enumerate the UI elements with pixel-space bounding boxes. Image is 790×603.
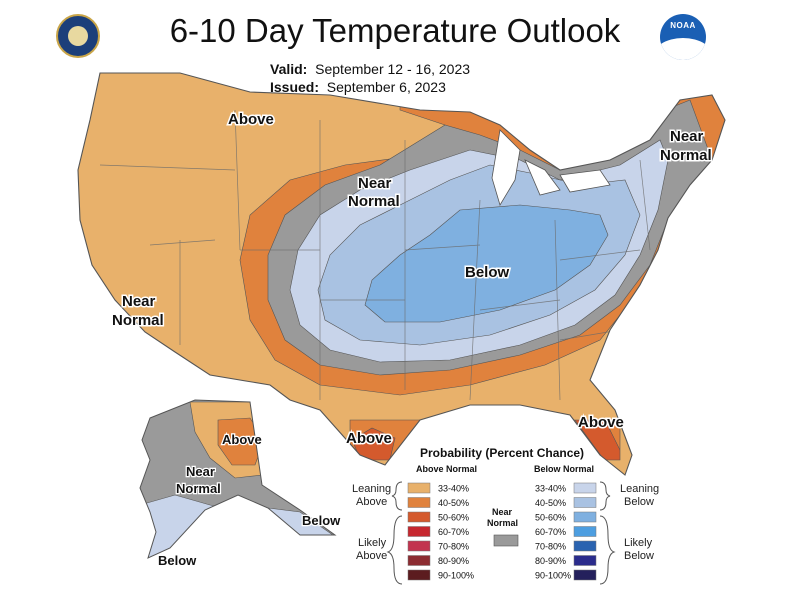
issued-value: September 6, 2023 xyxy=(326,79,446,95)
great-lakes xyxy=(491,129,611,206)
legend-near-normal-1: Near xyxy=(492,507,513,517)
legend-leaning-below-2: Below xyxy=(624,496,654,508)
legend-rows: 33-40% 33-40% 40-50% 40-50% 50-60% 50-60% 60-7… xyxy=(407,482,597,581)
label-alaska-above: Above xyxy=(222,432,262,447)
legend-leaning-above-2: Above xyxy=(356,496,387,508)
commerce-seal-icon xyxy=(56,14,100,58)
legend-above-range: 60-70% xyxy=(438,527,469,537)
legend-bracket-leaning-above xyxy=(391,481,403,511)
alaska-outline xyxy=(139,399,337,559)
label-near-plains-1: Near xyxy=(358,175,392,192)
label-near-sw-2: Normal xyxy=(112,312,164,329)
label-alaska-near-1: Near xyxy=(186,464,215,479)
issued-row: Issued: September 6, 2023 xyxy=(270,78,470,96)
legend-above-range: 50-60% xyxy=(438,513,469,523)
legend-below-swatch xyxy=(573,497,597,508)
date-info: Valid: September 12 - 16, 2023 Issued: S… xyxy=(270,60,470,96)
legend-below-range: 70-80% xyxy=(535,542,566,552)
legend-bracket-leaning-below xyxy=(599,481,611,511)
legend-above-header: Above Normal xyxy=(416,464,477,474)
legend-title: Probability (Percent Chance) xyxy=(420,446,584,460)
label-alaska-below-se: Below xyxy=(302,513,341,528)
legend-bracket-likely-below xyxy=(599,515,616,585)
legend-near-normal-2: Normal xyxy=(487,518,518,528)
legend-above-swatch xyxy=(407,482,431,494)
legend-leaning-below-1: Leaning xyxy=(620,483,659,495)
alaska-above-40-50 xyxy=(217,417,265,466)
label-above-texas: Above xyxy=(346,430,392,447)
label-near-ne-1: Near xyxy=(670,128,704,145)
band-below-50-60 xyxy=(364,204,609,323)
legend-above-swatch xyxy=(407,511,431,523)
legend-below-range: 60-70% xyxy=(535,527,566,537)
noaa-logo-icon: NOAA xyxy=(660,14,706,60)
page-title: 6-10 Day Temperature Outlook xyxy=(169,12,621,49)
noaa-logo-text: NOAA xyxy=(670,21,696,30)
legend-below-swatch xyxy=(573,555,597,566)
legend-above-swatch xyxy=(407,555,431,566)
state-borders xyxy=(99,109,651,401)
conus-outline xyxy=(77,72,726,476)
label-near-sw-1: Near xyxy=(122,293,156,310)
legend-near-normal-swatch xyxy=(493,534,519,547)
legend-bracket-likely-above xyxy=(386,515,403,585)
legend-leaning-above-1: Leaning xyxy=(352,483,391,495)
legend-below-swatch xyxy=(573,526,597,537)
legend-below-swatch xyxy=(573,540,597,552)
label-near-plains-2: Normal xyxy=(348,193,400,210)
label-near-ne-2: Normal xyxy=(660,147,712,164)
valid-label: Valid: xyxy=(270,61,308,77)
label-above-north: Above xyxy=(228,111,274,128)
legend-above-range: 80-90% xyxy=(438,556,469,566)
legend-above-range: 33-40% xyxy=(438,484,469,494)
legend-likely-above-1: Likely xyxy=(358,537,387,549)
label-below-central: Below xyxy=(465,264,510,281)
label-above-florida: Above xyxy=(578,414,624,431)
legend-below-swatch xyxy=(573,482,597,494)
label-alaska-below-sw: Below xyxy=(158,553,197,568)
issued-label: Issued: xyxy=(270,79,320,95)
legend-below-range: 80-90% xyxy=(535,556,566,566)
label-alaska-near-2: Normal xyxy=(176,481,221,496)
legend-above-swatch xyxy=(407,569,431,581)
valid-row: Valid: September 12 - 16, 2023 xyxy=(270,60,470,78)
legend-likely-below-1: Likely xyxy=(624,537,653,549)
valid-value: September 12 - 16, 2023 xyxy=(315,61,471,77)
legend-above-range: 70-80% xyxy=(438,542,469,552)
alaska-probability-bands xyxy=(140,400,335,558)
legend-below-range: 40-50% xyxy=(535,498,566,508)
probability-legend: Probability (Percent Chance) Above Norma… xyxy=(352,446,659,585)
legend-below-swatch xyxy=(573,511,597,523)
legend-below-range: 33-40% xyxy=(535,484,566,494)
legend-below-swatch xyxy=(573,569,597,581)
legend-below-range: 50-60% xyxy=(535,513,566,523)
legend-below-range: 90-100% xyxy=(535,571,571,581)
legend-above-range: 40-50% xyxy=(438,498,469,508)
legend-likely-above-2: Above xyxy=(356,550,387,562)
legend-below-header: Below Normal xyxy=(534,464,594,474)
legend-above-swatch xyxy=(407,540,431,552)
legend-above-range: 90-100% xyxy=(438,571,474,581)
legend-above-swatch xyxy=(407,526,431,537)
legend-above-swatch xyxy=(407,497,431,508)
legend-likely-below-2: Below xyxy=(624,550,654,562)
